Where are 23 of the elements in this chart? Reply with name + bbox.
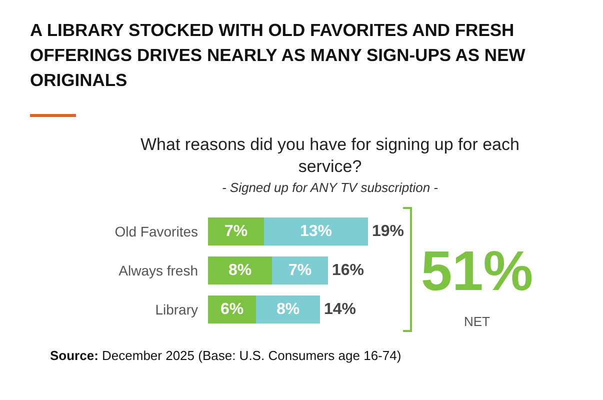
data-label: 8%	[228, 262, 252, 279]
y-tick-label: Old Favorites	[114, 224, 198, 240]
chart-subtitle: What reasons did you have for signing up for each service?	[140, 134, 520, 178]
data-label: 6%	[220, 301, 244, 318]
y-tick-label: Always fresh	[118, 262, 198, 278]
text: - Signed up for ANY TV subscription -	[220, 180, 440, 195]
bar	[264, 218, 368, 246]
data-label: 13%	[300, 223, 332, 240]
total-label: 14%	[324, 301, 356, 318]
data-label: 8%	[276, 301, 300, 318]
data-label: 7%	[224, 223, 248, 240]
bar	[208, 218, 264, 246]
bar	[256, 296, 320, 324]
bar	[208, 256, 272, 284]
data-label: 7%	[288, 262, 312, 279]
bar	[272, 256, 328, 284]
text: 51%	[420, 238, 534, 303]
total-label: 19%	[372, 223, 404, 240]
total-label: 16%	[332, 262, 364, 279]
source-note: Source: December 2025 (Base: U.S. Consumers age 16-74)	[50, 347, 402, 365]
chart-title: A LIBRARY STOCKED WITH OLD FAVORITES AND FRESH OFFERINGS DRIVES NEARLY AS MANY SIGN-UPS AS NEW ORIGINALS	[30, 19, 526, 92]
text: NET	[463, 314, 491, 329]
y-tick-label: Library	[155, 302, 198, 318]
